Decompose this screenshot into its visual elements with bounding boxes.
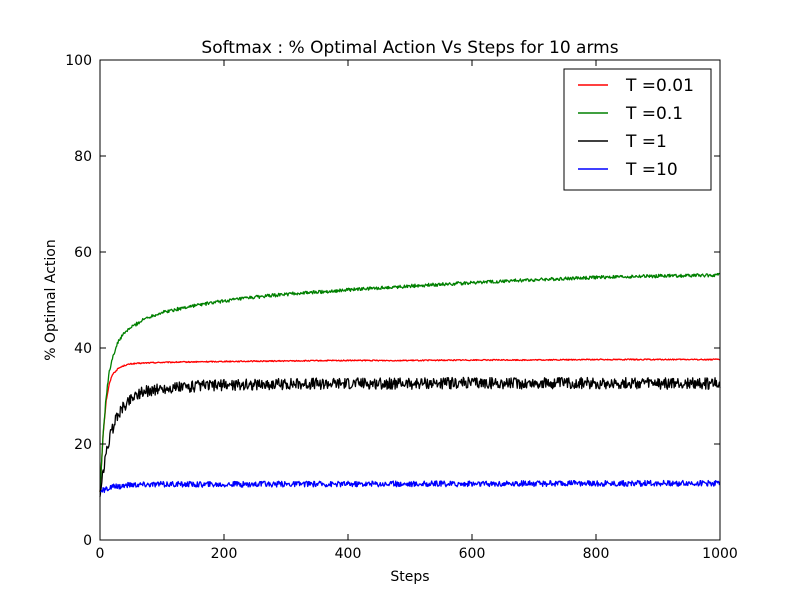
y-tick-label: 40: [74, 341, 92, 357]
series-line: [99, 479, 721, 494]
legend-label: T =1: [625, 132, 667, 152]
legend-label: T =0.1: [625, 104, 683, 124]
y-tick-label: 20: [74, 437, 92, 453]
plot-frame: [99, 59, 721, 541]
legend-label: T =10: [625, 160, 678, 180]
legend: T =0.01 T =0.1 T =1 T =10: [563, 68, 712, 191]
x-axis: 0 200 400 600 800 1000: [96, 60, 738, 562]
x-tick-label: 800: [583, 546, 610, 562]
y-axis-label: % Optimal Action: [43, 239, 59, 360]
y-tick-label: 100: [65, 53, 92, 69]
x-tick-label: 1000: [702, 546, 738, 562]
y-axis: 0 20 40 60 80 100: [65, 53, 720, 549]
series-line: [99, 376, 721, 497]
y-tick-label: 80: [74, 149, 92, 165]
y-tick-label: 60: [74, 245, 92, 261]
chart-title: Softmax : % Optimal Action Vs Steps for …: [201, 38, 618, 58]
series-layer: [99, 272, 721, 497]
legend-box: [563, 68, 712, 191]
x-tick-label: 400: [335, 546, 362, 562]
x-tick-label: 200: [211, 546, 238, 562]
x-tick-label: 0: [96, 546, 105, 562]
x-tick-label: 600: [459, 546, 486, 562]
y-tick-label: 0: [83, 533, 92, 549]
series-line: [99, 272, 721, 493]
series-line: [99, 358, 721, 493]
legend-label: T =0.01: [625, 76, 694, 96]
x-axis-label: Steps: [390, 569, 429, 585]
